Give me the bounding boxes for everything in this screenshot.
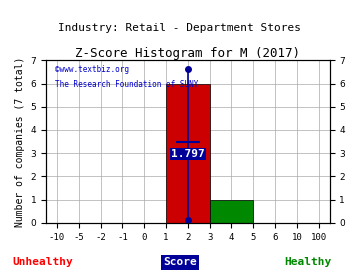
Text: 1.797: 1.797 (171, 149, 204, 159)
Text: Score: Score (163, 257, 197, 267)
Text: ©www.textbiz.org: ©www.textbiz.org (54, 65, 129, 74)
Text: Industry: Retail - Department Stores: Industry: Retail - Department Stores (58, 23, 302, 33)
Title: Z-Score Histogram for M (2017): Z-Score Histogram for M (2017) (75, 48, 300, 60)
Y-axis label: Number of companies (7 total): Number of companies (7 total) (15, 56, 25, 227)
Text: Unhealthy: Unhealthy (13, 257, 73, 267)
Bar (166, 84, 210, 223)
Text: Healthy: Healthy (284, 257, 332, 267)
Bar (210, 200, 253, 223)
Text: The Research Foundation of SUNY: The Research Foundation of SUNY (54, 80, 198, 89)
